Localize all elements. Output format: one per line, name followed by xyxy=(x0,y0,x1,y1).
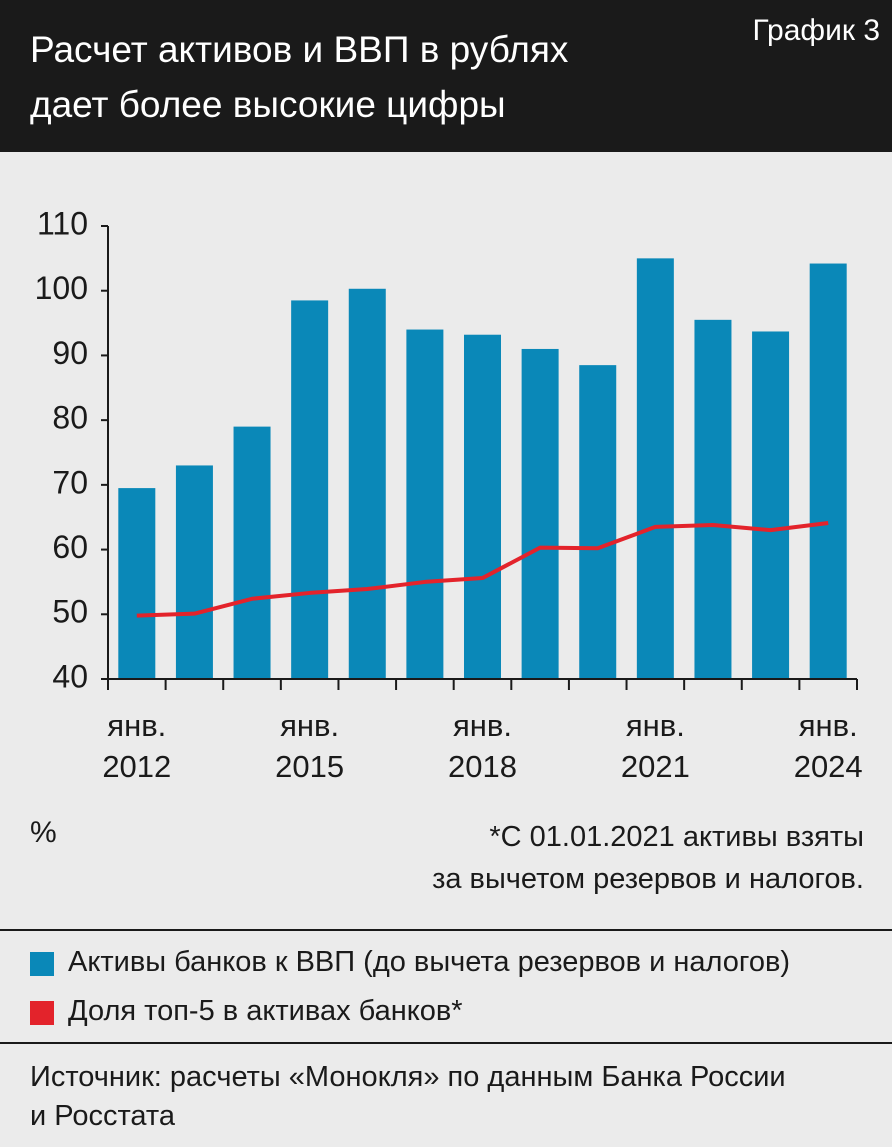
legend-swatch xyxy=(30,1001,54,1025)
x-tick-label: янв. 2018 xyxy=(448,708,517,784)
y-tick-label: 80 xyxy=(52,400,88,436)
y-tick-label: 110 xyxy=(37,205,88,241)
bar xyxy=(636,258,674,679)
bar xyxy=(579,365,617,679)
separator xyxy=(0,929,892,931)
annotation: *С 01.01.2021 активы взяты за вычетом ре… xyxy=(432,821,864,895)
legend-label: Доля топ-5 в активах банков* xyxy=(68,995,463,1027)
header xyxy=(0,0,892,152)
bar xyxy=(118,488,156,679)
legend-label: Активы банков к ВВП (до вычета резервов … xyxy=(68,946,791,978)
bar xyxy=(752,331,790,679)
y-tick-label: 40 xyxy=(52,658,88,694)
bar xyxy=(291,300,329,679)
chart-title: Расчет активов и ВВП в рублях дает более… xyxy=(30,29,569,125)
chart-label: График 3 xyxy=(752,14,880,47)
bar xyxy=(464,334,501,679)
bar xyxy=(175,465,213,679)
legend-swatch xyxy=(30,952,54,976)
x-tick-label: янв. 2015 xyxy=(275,708,345,784)
separator xyxy=(0,1042,892,1044)
x-tick-label: янв. 2024 xyxy=(793,708,863,784)
line xyxy=(136,521,829,618)
y-tick-label: 100 xyxy=(35,270,88,306)
bar xyxy=(233,426,271,679)
bar xyxy=(521,348,559,679)
bar xyxy=(809,263,847,679)
source: Источник: расчеты «Монокля» по данным Ба… xyxy=(30,1061,786,1132)
y-tick-label: 90 xyxy=(52,335,88,371)
x-tick-label: янв. 2021 xyxy=(620,708,690,784)
bar xyxy=(694,319,732,679)
bar xyxy=(406,329,444,679)
y-tick-label: 50 xyxy=(52,594,88,630)
y-tick-label: 60 xyxy=(52,529,88,565)
y-tick-label: 70 xyxy=(52,464,88,500)
y-axis-label: % xyxy=(30,816,57,849)
x-tick-label: янв. 2012 xyxy=(102,708,172,784)
bar xyxy=(348,288,386,679)
